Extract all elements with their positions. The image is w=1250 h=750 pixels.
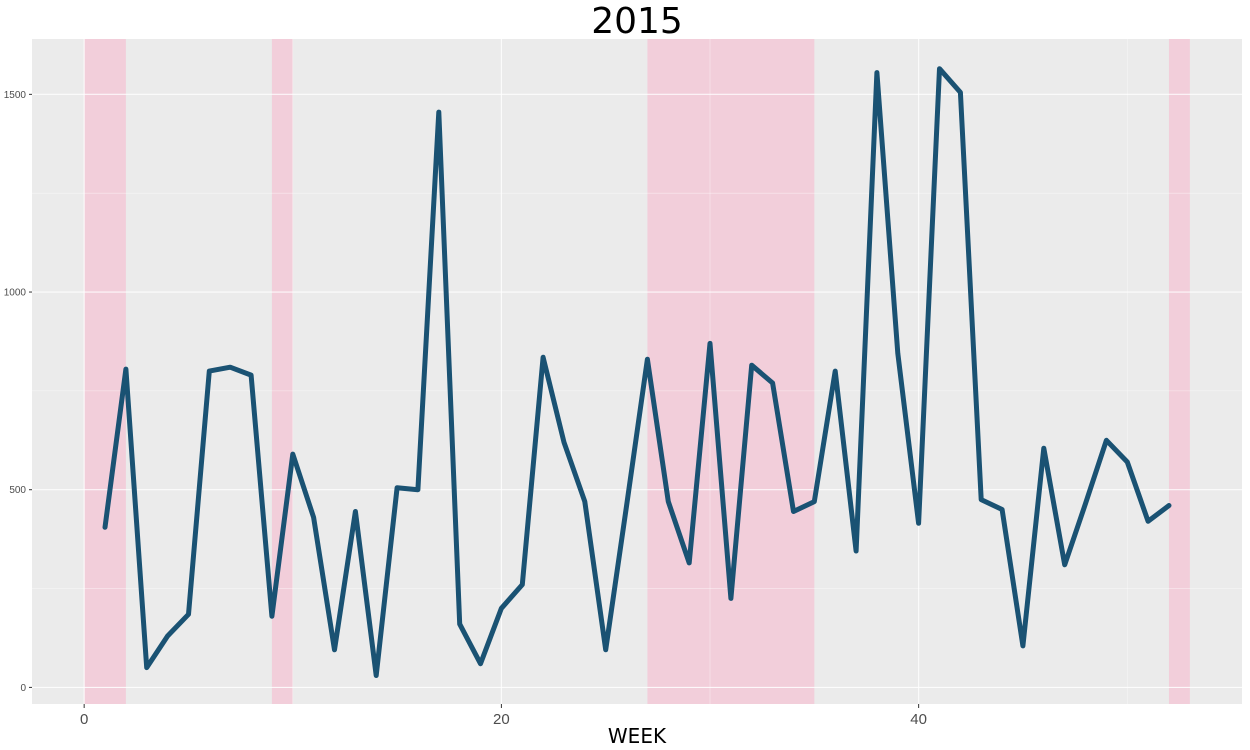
x-tick-label: 0 xyxy=(80,711,88,728)
y-tick-label: 500 xyxy=(9,485,26,496)
x-tick-label: 40 xyxy=(910,711,927,728)
y-tick-label: 1500 xyxy=(4,90,27,101)
x-axis-ticks: 0 20 40 xyxy=(80,704,927,728)
series-line xyxy=(102,66,1172,678)
grid-lines xyxy=(32,39,1242,704)
x-tick-label: 20 xyxy=(493,711,510,728)
shaded-range-2 xyxy=(271,39,293,704)
shaded-range-3 xyxy=(647,39,815,704)
x-axis-label: WEEK xyxy=(608,724,667,748)
shaded-range-1 xyxy=(84,39,126,704)
y-axis-ticks: 0 500 1000 1500 xyxy=(4,90,32,694)
y-tick-label: 1000 xyxy=(4,288,27,299)
shaded-range-4 xyxy=(1168,39,1190,704)
y-tick-label: 0 xyxy=(20,683,26,694)
shaded-ranges xyxy=(84,39,1190,704)
chart-title: 2015 xyxy=(591,1,683,42)
plot-panel xyxy=(32,39,1242,704)
